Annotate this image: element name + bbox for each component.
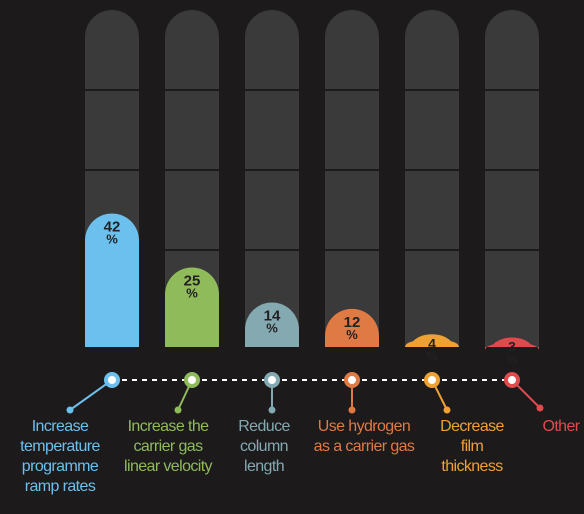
tick-label-line: Use hydrogen xyxy=(318,418,410,435)
tick-label: Other xyxy=(542,418,580,435)
tick-label-line: ramp rates xyxy=(25,478,96,495)
leader-dot xyxy=(443,406,451,414)
tick-label-line: Increase xyxy=(32,418,89,435)
tick-label-line: film xyxy=(461,438,484,455)
data-label-percent: % xyxy=(106,231,118,246)
tick-label-line: column xyxy=(240,438,288,455)
bar-track xyxy=(405,10,459,347)
tick-label-line: Decrease xyxy=(440,418,504,435)
bar-track xyxy=(245,10,299,347)
leader-dot xyxy=(174,406,182,414)
data-label-percent: % xyxy=(506,351,518,366)
data-label-value: 3 xyxy=(508,338,516,354)
bar-track xyxy=(165,10,219,347)
bar-track xyxy=(485,10,539,347)
tick-label: Increase temperature programme ramp rates xyxy=(20,418,100,495)
leader-line xyxy=(69,379,113,411)
tick-label-line: Increase the xyxy=(128,418,210,435)
tick-label: Reduce column length xyxy=(238,418,290,475)
data-label-value: 12 xyxy=(344,314,361,331)
leader-dot xyxy=(268,406,276,414)
tick-label-line: linear velocity xyxy=(124,458,213,475)
tick-label: Decrease film thickness xyxy=(440,418,504,475)
marker-center xyxy=(348,376,356,384)
bar xyxy=(245,302,299,347)
data-label-percent: % xyxy=(426,348,438,363)
tick-label-line: temperature xyxy=(20,438,100,455)
bar-track xyxy=(325,10,379,347)
bar xyxy=(165,267,219,347)
marker-center xyxy=(428,376,436,384)
leader-dot xyxy=(536,404,544,412)
data-label-percent: % xyxy=(186,286,198,301)
data-label-value: 25 xyxy=(184,273,201,290)
tick-label-line: programme xyxy=(22,458,99,475)
tick-label-line: as a carrier gas xyxy=(314,438,415,455)
marker-center xyxy=(268,376,276,384)
bar xyxy=(85,213,139,347)
data-label-value: 14 xyxy=(264,307,281,324)
bar xyxy=(485,337,539,351)
tick-label-line: Other xyxy=(542,418,580,435)
marker-center xyxy=(188,376,196,384)
data-label-percent: % xyxy=(346,327,358,342)
tick-label: Use hydrogen as a carrier gas xyxy=(314,418,415,455)
marker-center xyxy=(108,376,116,384)
bar xyxy=(325,308,379,347)
tick-label-line: length xyxy=(244,458,284,475)
marker-center xyxy=(508,376,516,384)
tick-label-line: Reduce xyxy=(238,418,290,435)
data-label-value: 4 xyxy=(428,335,436,351)
data-label-value: 42 xyxy=(104,218,121,235)
tick-label: Increase the carrier gas linear velocity xyxy=(124,418,213,475)
data-label-percent: % xyxy=(266,320,278,335)
bar xyxy=(405,334,459,348)
leader-dot xyxy=(348,406,356,414)
tick-label-line: thickness xyxy=(441,458,503,475)
tick-label-line: carrier gas xyxy=(134,438,204,455)
leader-dot xyxy=(66,406,74,414)
